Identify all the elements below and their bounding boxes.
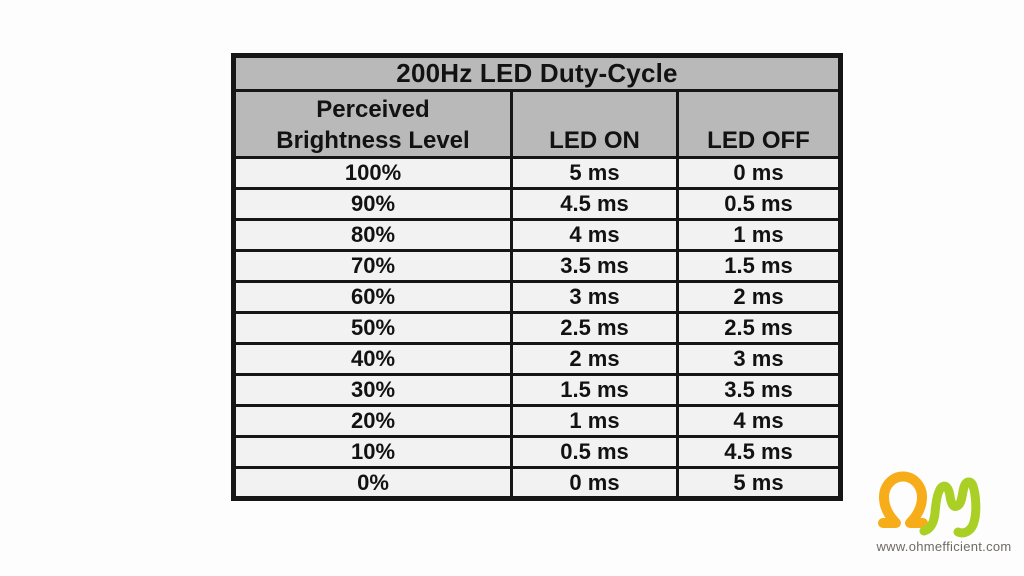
brightness-cell: 0% xyxy=(232,466,513,500)
table-row: 80% 4 ms 1 ms xyxy=(232,218,843,252)
omega-icon xyxy=(878,471,928,528)
column-header-led-on: LED ON xyxy=(510,89,679,159)
led-on-cell: 0 ms xyxy=(510,466,679,500)
brightness-cell: 40% xyxy=(232,342,513,376)
led-off-cell: 3.5 ms xyxy=(675,373,843,407)
led-on-cell: 1 ms xyxy=(510,404,679,438)
brightness-cell: 60% xyxy=(232,280,513,314)
brightness-cell: 50% xyxy=(232,311,513,345)
duty-cycle-table: 200Hz LED Duty-Cycle Perceived Brightnes… xyxy=(231,53,844,501)
led-on-cell: 1.5 ms xyxy=(510,373,679,407)
eta-icon xyxy=(919,477,981,538)
brightness-cell: 10% xyxy=(232,435,513,469)
brightness-cell: 30% xyxy=(232,373,513,407)
table-row: 20% 1 ms 4 ms xyxy=(232,404,843,438)
led-off-cell: 1.5 ms xyxy=(675,249,843,283)
brightness-cell: 100% xyxy=(232,156,513,190)
table-row: 90% 4.5 ms 0.5 ms xyxy=(232,187,843,221)
led-off-cell: 4 ms xyxy=(675,404,843,438)
table-row: 50% 2.5 ms 2.5 ms xyxy=(232,311,843,345)
led-off-cell: 4.5 ms xyxy=(675,435,843,469)
column-header-led-off: LED OFF xyxy=(675,89,843,159)
column-header-brightness-line2: Brightness Level xyxy=(276,127,470,154)
led-on-cell: 5 ms xyxy=(510,156,679,190)
logo-graphic xyxy=(878,471,981,538)
table-row: 0% 0 ms 5 ms xyxy=(232,466,843,500)
table-row: 60% 3 ms 2 ms xyxy=(232,280,843,314)
led-off-cell: 0.5 ms xyxy=(675,187,843,221)
table-row: 100% 5 ms 0 ms xyxy=(232,156,843,190)
table-row: 70% 3.5 ms 1.5 ms xyxy=(232,249,843,283)
table-row: 40% 2 ms 3 ms xyxy=(232,342,843,376)
brightness-cell: 90% xyxy=(232,187,513,221)
title-row: 200Hz LED Duty-Cycle xyxy=(231,54,843,92)
table-title: 200Hz LED Duty-Cycle xyxy=(231,54,843,92)
led-on-cell: 3 ms xyxy=(510,280,679,314)
brightness-cell: 70% xyxy=(232,249,513,283)
led-off-cell: 2.5 ms xyxy=(675,311,843,345)
table-body: 100% 5 ms 0 ms 90% 4.5 ms 0.5 ms 80% 4 ms 1 ms 70… xyxy=(232,156,843,500)
ohmefficient-logo: www.ohmefficient.com xyxy=(868,443,1020,554)
table-row: 30% 1.5 ms 3.5 ms xyxy=(232,373,843,407)
led-on-cell: 2.5 ms xyxy=(510,311,679,345)
led-on-cell: 0.5 ms xyxy=(510,435,679,469)
led-on-cell: 3.5 ms xyxy=(510,249,679,283)
website-url: www.ohmefficient.com xyxy=(876,539,1012,554)
led-off-cell: 0 ms xyxy=(675,156,843,190)
led-on-cell: 4.5 ms xyxy=(510,187,679,221)
brightness-cell: 80% xyxy=(232,218,513,252)
column-header-brightness-line1: Perceived xyxy=(316,96,430,123)
column-header-brightness: Perceived Brightness Level xyxy=(232,89,513,159)
led-off-cell: 3 ms xyxy=(675,342,843,376)
led-on-cell: 4 ms xyxy=(510,218,679,252)
led-off-cell: 1 ms xyxy=(675,218,843,252)
brightness-cell: 20% xyxy=(232,404,513,438)
header-row: Perceived Brightness Level LED ON LED OF… xyxy=(232,89,843,159)
led-off-cell: 2 ms xyxy=(675,280,843,314)
table-row: 10% 0.5 ms 4.5 ms xyxy=(232,435,843,469)
led-on-cell: 2 ms xyxy=(510,342,679,376)
led-off-cell: 5 ms xyxy=(675,466,843,500)
